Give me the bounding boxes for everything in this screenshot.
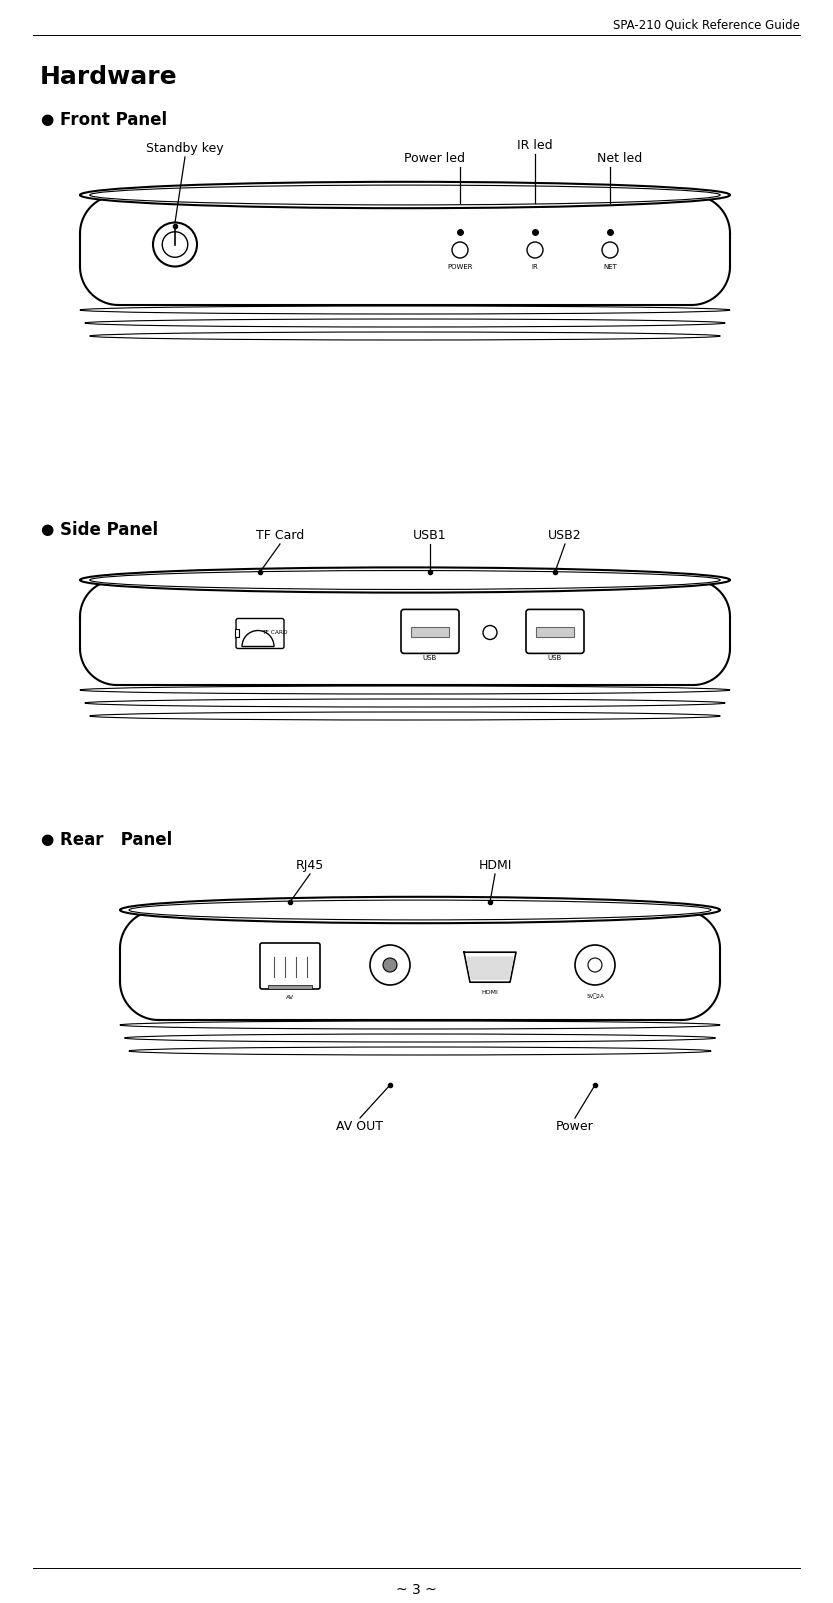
Wedge shape	[242, 630, 274, 646]
FancyBboxPatch shape	[81, 196, 730, 305]
Bar	[268, 984, 312, 989]
Text: USB2: USB2	[548, 529, 581, 542]
Polygon shape	[464, 952, 516, 983]
FancyBboxPatch shape	[526, 609, 584, 654]
Bar	[536, 627, 574, 638]
Text: Standby key: Standby key	[146, 143, 224, 155]
FancyBboxPatch shape	[236, 619, 284, 649]
Text: IR: IR	[531, 264, 538, 269]
Circle shape	[383, 959, 397, 971]
Circle shape	[452, 242, 468, 258]
Text: ●: ●	[40, 112, 53, 128]
Text: IR led: IR led	[517, 139, 553, 152]
Circle shape	[527, 242, 543, 258]
Ellipse shape	[80, 181, 730, 208]
Text: AV OUT: AV OUT	[337, 1120, 383, 1133]
FancyBboxPatch shape	[401, 609, 459, 654]
Text: USB: USB	[548, 656, 562, 662]
Ellipse shape	[80, 567, 730, 593]
Text: ~ 3 ~: ~ 3 ~	[396, 1584, 436, 1597]
Text: AV: AV	[286, 995, 294, 1000]
Text: Net led: Net led	[597, 152, 642, 165]
Circle shape	[575, 946, 615, 984]
Text: Side Panel: Side Panel	[60, 521, 158, 539]
Polygon shape	[467, 957, 513, 979]
Text: SPA-210 Quick Reference Guide: SPA-210 Quick Reference Guide	[613, 18, 800, 30]
Circle shape	[153, 223, 197, 266]
Text: 5V⏜2A: 5V⏜2A	[586, 992, 604, 999]
Text: Rear   Panel: Rear Panel	[60, 830, 172, 850]
FancyBboxPatch shape	[260, 943, 320, 989]
Text: ●: ●	[40, 832, 53, 848]
Circle shape	[602, 242, 618, 258]
Text: POWER: POWER	[447, 264, 473, 269]
Text: Front Panel: Front Panel	[60, 111, 167, 128]
Text: Power: Power	[556, 1120, 594, 1133]
Ellipse shape	[120, 896, 720, 923]
Text: ●: ●	[40, 523, 53, 537]
Text: TF CARD: TF CARD	[262, 630, 287, 635]
Text: USB1: USB1	[413, 529, 446, 542]
FancyBboxPatch shape	[158, 911, 681, 1020]
Text: RJ45: RJ45	[296, 859, 324, 872]
Circle shape	[483, 625, 497, 640]
FancyBboxPatch shape	[118, 196, 691, 305]
Bar	[235, 628, 239, 636]
Text: NET: NET	[603, 264, 617, 269]
Text: USB: USB	[423, 656, 437, 662]
Text: HDMI: HDMI	[481, 991, 498, 995]
Circle shape	[588, 959, 602, 971]
Text: Hardware: Hardware	[40, 66, 177, 90]
Circle shape	[370, 946, 410, 984]
FancyBboxPatch shape	[121, 911, 720, 1020]
FancyBboxPatch shape	[117, 580, 693, 684]
Text: TF Card: TF Card	[256, 529, 304, 542]
Bar	[411, 627, 449, 638]
Text: Power led: Power led	[405, 152, 466, 165]
FancyBboxPatch shape	[81, 580, 730, 684]
Text: HDMI: HDMI	[478, 859, 511, 872]
